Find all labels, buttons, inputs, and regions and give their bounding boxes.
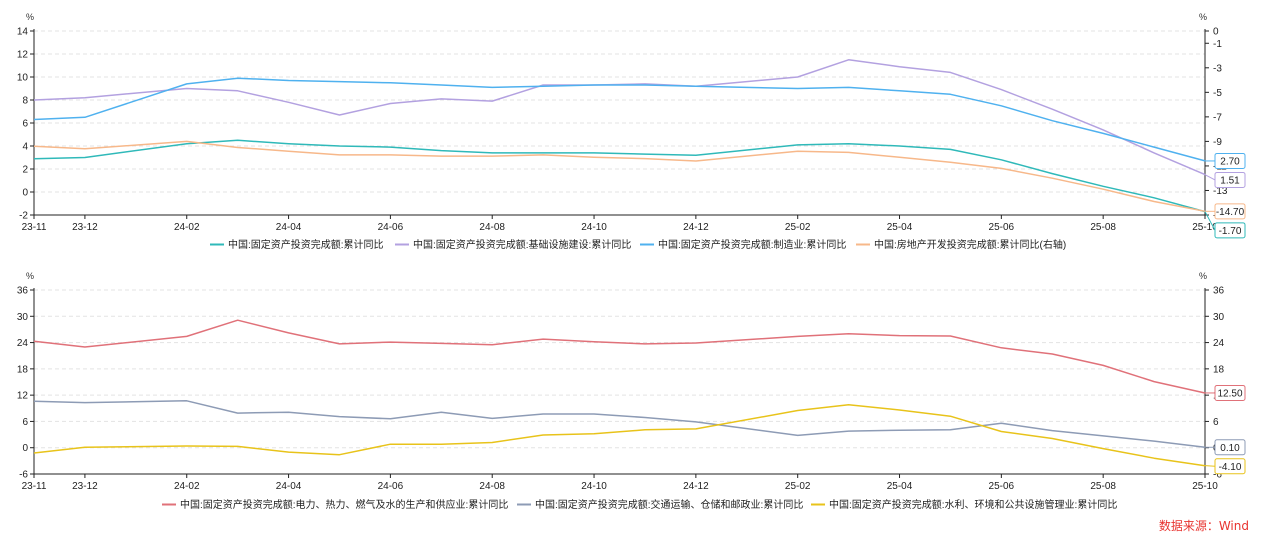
x-tick-label: 24-12 xyxy=(683,222,709,233)
left-tick-label: 30 xyxy=(17,312,29,323)
end-label: 2.70 xyxy=(1220,156,1240,167)
x-tick-label: 25-06 xyxy=(989,481,1015,492)
chart-2: %%363024181260-6363024181260-623-1123-12… xyxy=(17,271,1246,511)
x-tick-label: 24-10 xyxy=(581,222,607,233)
left-tick-label: 14 xyxy=(17,27,29,38)
series-line-3 xyxy=(33,77,1206,162)
end-label-box xyxy=(1214,439,1246,456)
x-tick-label: 25-10 xyxy=(1192,222,1218,233)
right-tick-label: -3 xyxy=(1213,63,1222,74)
x-tick-label: 25-04 xyxy=(887,222,913,233)
end-label: -1.70 xyxy=(1219,226,1242,237)
x-tick-label: 24-10 xyxy=(581,481,607,492)
right-tick-label: -9 xyxy=(1213,137,1222,148)
end-label-leader xyxy=(1204,174,1216,181)
left-tick-label: 2 xyxy=(22,165,28,176)
x-tick-label: 24-12 xyxy=(683,481,709,492)
end-label: 1.51 xyxy=(1220,175,1240,186)
right-tick-label: 30 xyxy=(1213,312,1225,323)
end-label-box xyxy=(1214,203,1246,220)
left-tick-label: 36 xyxy=(17,286,29,297)
end-label: 12.50 xyxy=(1217,388,1242,399)
left-tick-label: 6 xyxy=(22,417,28,428)
right-tick-label: 18 xyxy=(1213,364,1225,375)
right-tick-label: -5 xyxy=(1213,88,1222,99)
right-tick-label: 24 xyxy=(1213,338,1225,349)
left-tick-label: 6 xyxy=(22,119,28,130)
left-tick-label: 18 xyxy=(17,364,29,375)
end-label-box xyxy=(1214,171,1246,188)
x-tick-label: 24-04 xyxy=(276,222,302,233)
x-tick-label: 24-04 xyxy=(276,481,302,492)
x-tick-label: 24-06 xyxy=(378,222,404,233)
series-line-1 xyxy=(33,319,1206,394)
legend-label: 中国:房地产开发投资完成额:累计同比(右轴) xyxy=(874,238,1066,251)
right-tick-label: -6 xyxy=(1213,470,1222,481)
end-label-box xyxy=(1214,458,1246,475)
x-tick-label: 25-04 xyxy=(887,481,913,492)
x-tick-label: 23-11 xyxy=(22,222,47,233)
series-line-1 xyxy=(33,139,1206,213)
left-tick-label: 10 xyxy=(17,73,29,84)
legend-label: 中国:固定资产投资完成额:电力、热力、燃气及水的生产和供应业:累计同比 xyxy=(180,498,508,511)
right-tick-label: -7 xyxy=(1213,112,1222,123)
left-tick-label: 12 xyxy=(17,50,29,61)
left-tick-label: -2 xyxy=(19,211,28,222)
left-tick-label: 8 xyxy=(22,96,28,107)
legend-label: 中国:固定资产投资完成额:交通运输、仓储和邮政业:累计同比 xyxy=(535,498,803,511)
right-tick-label: 0 xyxy=(1213,27,1219,38)
legend-label: 中国:固定资产投资完成额:基础设施建设:累计同比 xyxy=(413,238,631,251)
x-tick-label: 25-02 xyxy=(785,222,811,233)
end-label: 0.10 xyxy=(1220,443,1240,454)
left-tick-label: -6 xyxy=(19,470,28,481)
end-label-box xyxy=(1214,152,1246,169)
right-axis-unit: % xyxy=(1199,12,1207,22)
series-line-2 xyxy=(33,400,1206,449)
right-tick-label: 36 xyxy=(1213,286,1225,297)
end-label: -14.70 xyxy=(1216,207,1245,218)
legend-label: 中国:固定资产投资完成额:制造业:累计同比 xyxy=(658,238,846,251)
left-tick-label: 4 xyxy=(22,142,28,153)
legend-label: 中国:固定资产投资完成额:累计同比 xyxy=(228,238,384,251)
end-label-leader xyxy=(1204,465,1216,467)
end-label-box xyxy=(1214,222,1246,239)
x-tick-label: 24-08 xyxy=(479,222,505,233)
right-tick-label: 6 xyxy=(1213,417,1219,428)
x-tick-label: 24-08 xyxy=(479,481,505,492)
left-axis-unit: % xyxy=(26,12,34,22)
x-tick-label: 25-02 xyxy=(785,481,811,492)
x-tick-label: 24-02 xyxy=(174,481,200,492)
left-tick-label: 0 xyxy=(22,188,28,199)
left-tick-label: 0 xyxy=(22,443,28,454)
x-tick-label: 25-08 xyxy=(1090,222,1116,233)
x-tick-label: 25-06 xyxy=(989,222,1015,233)
x-tick-label: 23-12 xyxy=(72,481,98,492)
chart-1: %%14121086420-20-1-3-5-7-9-11-13-1523-11… xyxy=(17,12,1246,251)
series-line-4 xyxy=(33,140,1206,213)
end-label-leader xyxy=(1204,211,1216,231)
x-tick-label: 24-06 xyxy=(378,481,404,492)
right-axis-unit: % xyxy=(1199,271,1207,281)
left-tick-label: 12 xyxy=(17,391,29,402)
series-line-3 xyxy=(33,404,1206,467)
left-axis-unit: % xyxy=(26,271,34,281)
right-tick-label: -13 xyxy=(1213,186,1228,197)
x-tick-label: 24-02 xyxy=(174,222,200,233)
left-tick-label: 24 xyxy=(17,338,29,349)
x-tick-label: 25-08 xyxy=(1090,481,1116,492)
end-label-box xyxy=(1214,384,1246,401)
x-tick-label: 23-11 xyxy=(22,481,47,492)
source-note: 数据来源：Wind xyxy=(1158,519,1249,533)
right-tick-label: -1 xyxy=(1213,39,1222,50)
end-label: -4.10 xyxy=(1219,462,1242,473)
x-tick-label: 25-10 xyxy=(1192,481,1218,492)
legend-label: 中国:固定资产投资完成额:水利、环境和公共设施管理业:累计同比 xyxy=(829,498,1117,511)
x-tick-label: 23-12 xyxy=(72,222,98,233)
